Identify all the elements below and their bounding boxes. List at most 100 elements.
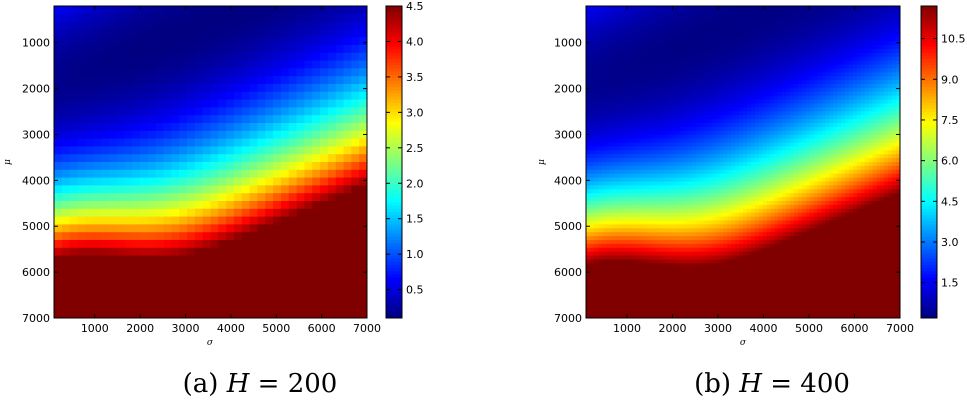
heatmap-cell xyxy=(707,68,712,73)
heatmap-cell xyxy=(589,111,595,116)
heatmap-cell xyxy=(695,72,701,77)
heatmap-cell xyxy=(54,60,63,69)
heatmap-cell xyxy=(833,68,838,73)
heatmap-cell xyxy=(864,130,869,136)
heatmap-cell xyxy=(343,240,352,249)
heatmap-cell xyxy=(617,68,622,73)
heatmap-cell xyxy=(257,154,266,163)
heatmap-cell xyxy=(187,76,196,85)
heatmap-cell xyxy=(884,48,889,54)
heatmap-cell xyxy=(132,302,141,311)
heatmap-cell xyxy=(273,232,282,241)
heatmap-cell xyxy=(140,60,149,69)
heatmap-cell xyxy=(210,271,219,280)
heatmap-cell xyxy=(593,150,599,155)
heatmap-cell xyxy=(61,13,71,22)
heatmap-cell xyxy=(743,150,748,155)
heatmap-cell xyxy=(833,13,838,19)
heatmap-cell xyxy=(668,45,673,50)
heatmap-cell xyxy=(841,56,846,61)
heatmap-cell xyxy=(617,126,622,132)
heatmap-cell xyxy=(613,29,618,34)
heatmap-cell xyxy=(825,99,830,104)
heatmap-cell xyxy=(707,107,712,112)
heatmap-cell xyxy=(695,21,701,26)
heatmap-cell xyxy=(327,130,337,139)
heatmap-cell xyxy=(668,126,673,132)
heatmap-cell xyxy=(711,64,716,69)
heatmap-cell xyxy=(884,126,889,132)
heatmap-cell xyxy=(703,37,709,42)
heatmap-cell xyxy=(61,302,71,311)
heatmap-cell xyxy=(147,240,157,249)
heatmap-cell xyxy=(684,25,689,30)
heatmap-cell xyxy=(202,123,211,132)
heatmap-cell xyxy=(155,154,164,163)
heatmap-cell xyxy=(116,60,125,69)
heatmap-cell xyxy=(719,146,724,151)
heatmap-cell xyxy=(790,103,795,108)
colorbar-segment xyxy=(386,274,402,278)
heatmap-cell xyxy=(249,310,258,319)
heatmap-cell xyxy=(93,130,102,139)
heatmap-cell xyxy=(743,146,748,151)
heatmap-cell xyxy=(723,99,728,104)
heatmap-cell xyxy=(233,208,243,217)
heatmap-cell xyxy=(586,25,591,30)
heatmap-cell xyxy=(821,56,826,61)
heatmap-cell xyxy=(676,21,681,26)
heatmap-cell xyxy=(813,99,818,104)
heatmap-cell xyxy=(155,294,164,303)
heatmap-cell xyxy=(750,52,756,58)
heatmap-cell xyxy=(758,33,764,38)
heatmap-cell xyxy=(735,111,740,116)
heatmap-cell xyxy=(77,52,86,61)
heatmap-cell xyxy=(688,48,693,54)
heatmap-cell xyxy=(597,107,603,112)
heatmap-cell xyxy=(589,13,595,19)
heatmap-cell xyxy=(821,6,826,11)
heatmap-cell xyxy=(171,99,180,108)
heatmap-cell xyxy=(825,21,830,26)
heatmap-cell xyxy=(770,91,775,97)
heatmap-cell xyxy=(202,37,211,46)
heatmap-cell xyxy=(786,84,791,89)
heatmap-cell xyxy=(750,91,756,97)
heatmap-cell xyxy=(876,25,881,30)
heatmap-cell xyxy=(273,162,282,171)
heatmap-cell xyxy=(605,60,610,65)
heatmap-cell xyxy=(312,107,321,116)
heatmap-cell xyxy=(640,6,646,11)
heatmap-cell xyxy=(715,91,720,97)
heatmap-cell xyxy=(194,154,204,163)
heatmap-cell xyxy=(296,123,305,132)
heatmap-cell xyxy=(735,45,740,50)
heatmap-cell xyxy=(644,56,650,61)
heatmap-cell xyxy=(265,232,274,241)
heatmap-cell xyxy=(54,216,63,225)
colorbar-segment xyxy=(386,121,402,125)
heatmap-cell xyxy=(77,185,86,194)
heatmap-cell xyxy=(343,177,352,186)
heatmap-cell xyxy=(845,87,850,93)
heatmap-cell xyxy=(688,33,693,38)
heatmap-cell xyxy=(613,115,618,120)
heatmap-cell xyxy=(860,91,866,97)
heatmap-cell xyxy=(343,107,352,116)
heatmap-cell xyxy=(884,76,889,81)
heatmap-cell xyxy=(652,154,658,159)
heatmap-cell xyxy=(668,21,673,26)
heatmap-cell xyxy=(644,45,650,50)
heatmap-cell xyxy=(668,99,673,104)
colorbar-tick-label: 4.0 xyxy=(406,35,424,48)
heatmap-cell xyxy=(880,91,885,97)
heatmap-cell xyxy=(108,99,117,108)
heatmap-cell xyxy=(848,138,854,143)
heatmap-cell xyxy=(676,146,681,151)
heatmap-cell xyxy=(672,134,677,139)
heatmap-cell xyxy=(589,158,595,163)
heatmap-cell xyxy=(750,107,756,112)
heatmap-cell xyxy=(613,158,618,163)
heatmap-cell xyxy=(896,154,901,159)
heatmap-cell xyxy=(864,138,869,143)
